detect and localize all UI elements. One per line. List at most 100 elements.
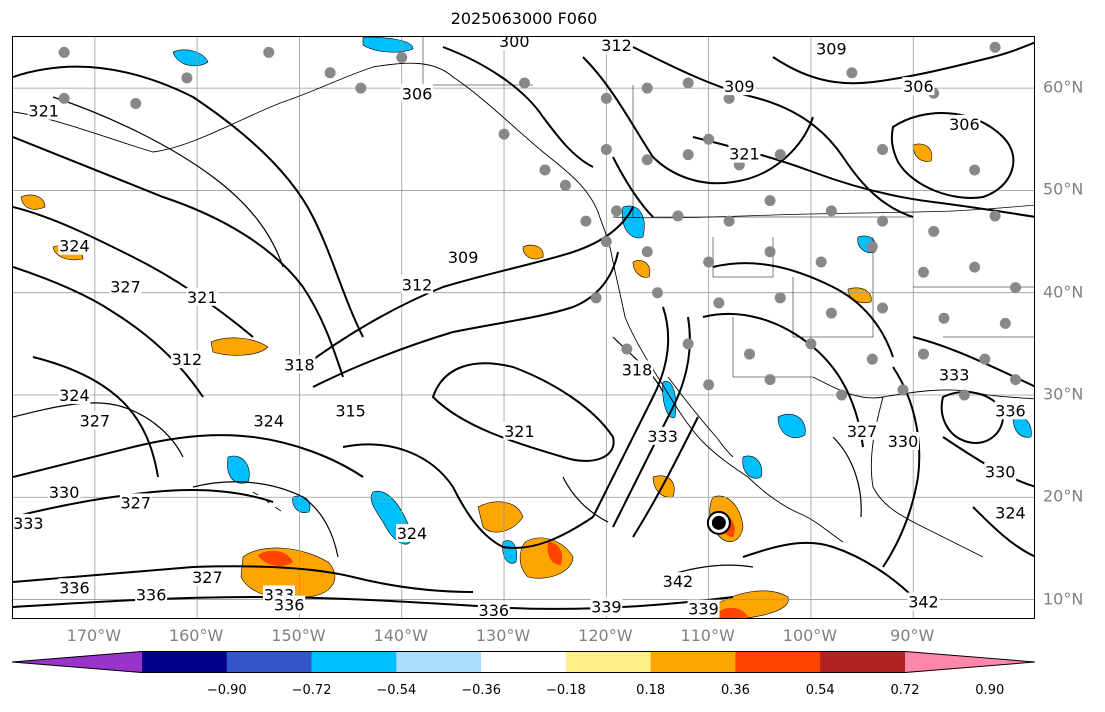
contour-label-bg <box>846 421 879 440</box>
colorbar-segment <box>226 651 313 673</box>
station-dot <box>917 266 929 278</box>
station-dot <box>774 292 786 304</box>
contour-label-bg <box>907 592 940 611</box>
contour-label-bg <box>948 114 981 133</box>
contour-line <box>712 262 894 358</box>
contour-line <box>302 206 634 368</box>
contour-label-bg <box>283 355 316 374</box>
map-panel: 300 312 309 309 306 306 306 321 321 309 312 321 324 3… <box>12 36 1035 619</box>
station-dot <box>1010 374 1022 386</box>
station-dot <box>324 67 336 79</box>
station-dot <box>559 179 571 191</box>
contour-label: 321 <box>504 422 535 441</box>
station-dot <box>539 164 551 176</box>
station-dot <box>641 246 653 258</box>
contour-line <box>13 266 204 398</box>
tropical-cyclone-marker <box>706 510 731 535</box>
contour-label: 330 <box>985 463 1016 482</box>
station-dot <box>703 256 715 268</box>
contour-label-bg <box>887 432 920 451</box>
station-dot <box>1010 282 1022 294</box>
station-dot <box>969 164 981 176</box>
warm-anomaly-core <box>258 550 293 567</box>
contour-label: 321 <box>729 145 760 164</box>
contour-label: 312 <box>601 37 632 55</box>
contour-line <box>13 434 364 478</box>
colorbar-segment <box>481 651 567 673</box>
north-america-west-coast <box>610 251 844 543</box>
station-dot <box>682 77 694 89</box>
theta-contours <box>13 41 1034 610</box>
station-dot <box>58 92 70 104</box>
colorbar-segment <box>396 651 482 673</box>
contour-label-bg <box>186 287 219 306</box>
station-dot <box>723 215 735 227</box>
contour-label: 327 <box>110 278 141 297</box>
longitude-label: 140°W <box>373 626 428 645</box>
colorbar-tick-label: 0.18 <box>636 683 666 698</box>
station-dot <box>744 348 756 360</box>
contour-label-bg <box>661 572 694 591</box>
map-canvas: 300 312 309 309 306 306 306 321 321 309 312 321 324 3… <box>13 37 1034 618</box>
contour-label-bg <box>498 37 531 51</box>
contour-label: 342 <box>908 593 939 612</box>
station-dot <box>682 338 694 350</box>
station-dot <box>928 225 940 237</box>
contour-label-bg <box>191 568 224 587</box>
station-dot <box>764 195 776 207</box>
warm-anomaly-blob <box>912 143 933 162</box>
contour-label: 324 <box>253 412 284 431</box>
station-dot <box>519 77 530 89</box>
contour-line <box>13 65 364 338</box>
station-dot <box>917 348 929 360</box>
longitude-label: 130°W <box>475 626 531 645</box>
station-dot <box>979 353 991 365</box>
contour-label-bg <box>170 350 203 369</box>
longitude-label: 150°W <box>271 626 326 645</box>
contour-label-bg <box>687 599 720 618</box>
contour-label-bg <box>994 401 1027 420</box>
contour-line <box>632 416 699 538</box>
latitude-label: 40°N <box>1043 282 1084 302</box>
contour-line <box>592 306 670 518</box>
warm-anomaly-blob <box>522 244 544 260</box>
station-dot <box>590 292 602 304</box>
station-dot <box>58 46 70 58</box>
coastlines <box>13 37 1034 558</box>
cyclone-center <box>711 515 726 530</box>
contour-line <box>562 476 609 523</box>
contour-label: 339 <box>591 598 622 617</box>
latitude-label: 60°N <box>1043 77 1084 97</box>
longitude-label: 120°W <box>578 626 633 645</box>
colorbar-segment <box>650 651 736 673</box>
station-dot <box>723 92 735 104</box>
contour-label: 312 <box>172 350 203 369</box>
station-dot <box>355 82 367 94</box>
station-dot <box>877 144 889 156</box>
contour-label: 333 <box>13 514 44 533</box>
station-dot <box>130 97 142 109</box>
contour-line <box>742 541 914 598</box>
contour-label: 336 <box>136 585 167 604</box>
contour-label: 342 <box>663 572 694 591</box>
station-dot <box>600 236 612 248</box>
contour-label-bg <box>902 77 935 96</box>
contour-line <box>442 46 594 168</box>
station-dot <box>969 261 981 273</box>
contour-line <box>882 366 921 568</box>
latitude-label: 50°N <box>1043 179 1084 199</box>
canada-border <box>612 204 1034 219</box>
contour-line <box>912 336 1034 388</box>
contour-label: 327 <box>192 568 223 587</box>
longitude-label: 110°W <box>680 626 735 645</box>
contour-label: 315 <box>335 401 366 420</box>
station-dot <box>989 41 1001 53</box>
station-dot <box>580 215 592 227</box>
contour-label: 330 <box>888 432 919 451</box>
colorbar-tick-label: 0.36 <box>720 683 750 698</box>
longitude-label: 170°W <box>66 626 122 645</box>
contour-label-bg <box>48 483 81 502</box>
contour-line <box>612 156 654 218</box>
colorbar-segment <box>565 651 652 673</box>
station-dot <box>764 374 776 386</box>
